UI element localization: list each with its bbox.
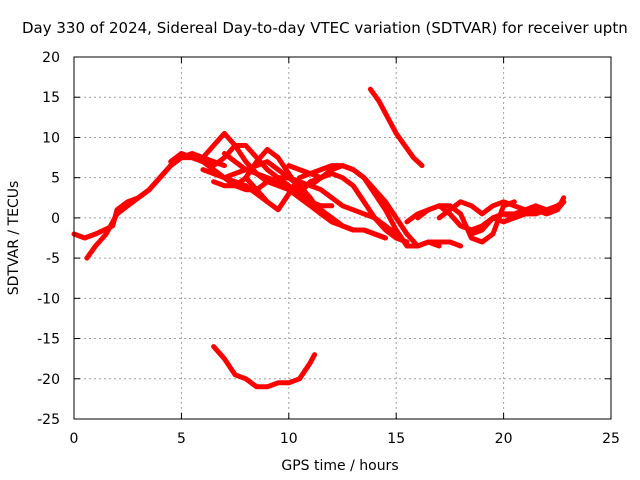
y-tick-label: 0 [51, 211, 60, 227]
x-tick-label: 0 [70, 431, 79, 447]
series-line-s16 [436, 199, 528, 221]
y-tick-label: 5 [51, 171, 60, 187]
series-line-s7 [211, 171, 399, 237]
y-tick-label: -10 [37, 291, 60, 307]
x-tick-label: 25 [602, 431, 620, 447]
series-line-s18 [490, 195, 567, 225]
y-tick-label: -25 [37, 412, 60, 428]
tick-layer: 0 5 10 15 20 25 -25 -20 -15 -10 -5 0 5 10 15 20 [37, 50, 620, 447]
series-line-s19 [211, 344, 318, 390]
series-line-s12 [307, 163, 442, 249]
y-tick-label: 15 [42, 90, 60, 106]
y-tick-label: -5 [46, 251, 60, 267]
y-tick-label: -15 [37, 332, 60, 348]
plot-area-border [73, 56, 612, 420]
grid-layer [74, 57, 611, 419]
series-line-s1 [71, 151, 227, 241]
y-tick-label: 10 [42, 130, 60, 146]
x-tick-label: 5 [177, 431, 186, 447]
chart-title: Day 330 of 2024, Sidereal Day-to-day VTE… [22, 19, 628, 37]
series-line-s13 [367, 86, 425, 169]
series-layer [71, 86, 567, 390]
x-tick-label: 15 [387, 431, 405, 447]
y-tick-label: -20 [37, 372, 60, 388]
x-tick-label: 10 [280, 431, 298, 447]
y-axis-title: SDTVAR / TECUs [6, 181, 22, 296]
x-axis-title: GPS time / hours [281, 458, 398, 474]
y-tick-label: 20 [42, 50, 60, 66]
x-tick-label: 20 [495, 431, 513, 447]
series-line-s8 [221, 151, 388, 241]
